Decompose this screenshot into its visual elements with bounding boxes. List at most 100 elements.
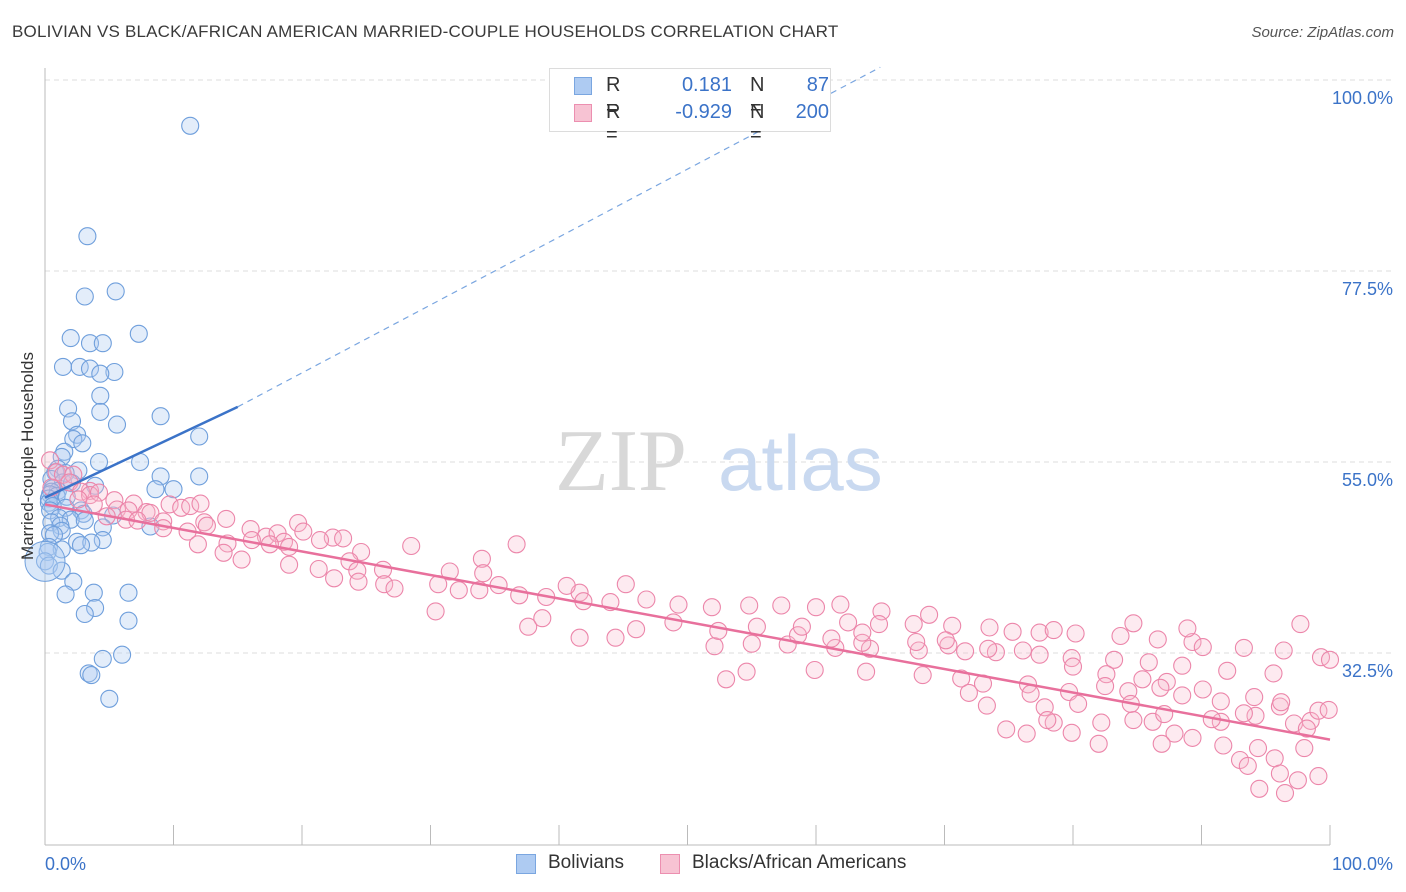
bolivian-point [93, 334, 112, 353]
black-point [1183, 728, 1202, 747]
bolivian-point [106, 282, 125, 301]
x-tick-label: 0.0% [45, 854, 86, 874]
black-point [920, 605, 939, 624]
black-point [977, 696, 996, 715]
y-tick-label: 100.0% [1332, 88, 1393, 108]
black-point [1238, 756, 1257, 775]
black-point [1111, 626, 1130, 646]
bolivian-point [73, 434, 92, 453]
black-point [1173, 686, 1192, 705]
bolivian-point [84, 583, 103, 602]
black-point [375, 575, 394, 594]
legend-n-label: N = [750, 101, 765, 146]
bolivian-point [75, 604, 94, 624]
black-point [1062, 723, 1081, 742]
black-point [1183, 632, 1202, 652]
bolivian-point [71, 536, 91, 555]
bolivian-point [64, 430, 83, 449]
x-tick-label: 100.0% [1332, 854, 1393, 874]
black-point [188, 535, 207, 554]
legend-r-label: R = [606, 101, 621, 146]
black-point [637, 590, 656, 609]
black-point [1248, 739, 1268, 758]
black-point [172, 498, 191, 517]
black-point [616, 575, 635, 594]
black-point [1013, 641, 1032, 660]
bolivian-point [107, 415, 127, 434]
black-point [979, 639, 998, 658]
black-point [84, 495, 103, 514]
bolivian-point [91, 386, 110, 405]
black-point [533, 609, 552, 628]
black-point [1291, 615, 1310, 634]
legend-r-label: R = [606, 74, 621, 119]
legend-swatch-pink [574, 104, 592, 122]
black-point [904, 615, 923, 634]
black-point [1309, 701, 1328, 720]
black-point [334, 529, 353, 548]
bolivian-point [100, 689, 119, 708]
black-point [1096, 677, 1115, 696]
black-point [627, 620, 646, 639]
bolivian-point [119, 611, 138, 630]
bolivian-point [55, 442, 74, 461]
black-point [1139, 653, 1158, 672]
y-tick-label: 32.5% [1342, 661, 1393, 681]
black-point [1319, 700, 1338, 719]
black-point [1270, 764, 1289, 783]
black-point [1193, 638, 1212, 657]
bolivian-point [89, 452, 109, 472]
black-point [1044, 621, 1063, 640]
black-point [557, 576, 576, 595]
legend-swatch-pink [660, 854, 680, 874]
legend-n-value: 200 [795, 101, 829, 123]
black-point [1063, 657, 1083, 676]
black-point [737, 662, 756, 681]
black-point [831, 595, 850, 614]
grid-layer [45, 79, 1395, 654]
legend-n-value: 87 [806, 74, 829, 96]
y-tick-label: 77.5% [1342, 279, 1393, 299]
bolivian-point [80, 334, 100, 353]
bolivian-point [113, 645, 132, 664]
black-point [1250, 779, 1269, 798]
label-layer: 100.0% 77.5% 55.0% 32.5% 0.0% 100.0% Married-c… [18, 88, 1393, 874]
black-point [669, 595, 688, 614]
bolivian-point [61, 329, 80, 348]
series-legend: Bolivians Blacks/African Americans [0, 852, 1406, 878]
black-point [1069, 694, 1088, 713]
bolivian-point [151, 407, 170, 426]
black-point [1218, 661, 1237, 680]
black-point [1017, 724, 1036, 743]
source-credit: Source: ZipAtlas.com [1251, 24, 1394, 41]
black-point [1264, 664, 1283, 683]
black-point [1165, 724, 1184, 743]
black-point [1152, 734, 1171, 753]
bolivian-point [146, 480, 165, 499]
black-point [349, 572, 368, 591]
black-trend-line [44, 503, 1331, 741]
bolivian-point [119, 583, 138, 602]
black-point [1211, 692, 1230, 711]
black-point [1245, 688, 1264, 707]
bolivian-trend-line [44, 405, 239, 499]
points-layer [24, 116, 1340, 803]
black-point [197, 516, 216, 535]
black-point [1193, 680, 1212, 699]
legend-label-bolivians: Bolivians [548, 852, 625, 873]
black-point [181, 497, 200, 516]
black-point [310, 531, 330, 550]
bolivian-point [53, 357, 73, 376]
black-point [1265, 749, 1284, 768]
black-point [214, 543, 233, 562]
black-point [385, 579, 404, 598]
bolivian-point [93, 518, 112, 537]
black-point [507, 535, 526, 554]
black-point [1275, 784, 1295, 803]
black-point [956, 642, 975, 661]
bolivian-point [91, 364, 110, 383]
black-point [440, 562, 459, 581]
bolivian-point [62, 412, 82, 431]
black-point [805, 660, 824, 680]
black-point [709, 621, 728, 640]
